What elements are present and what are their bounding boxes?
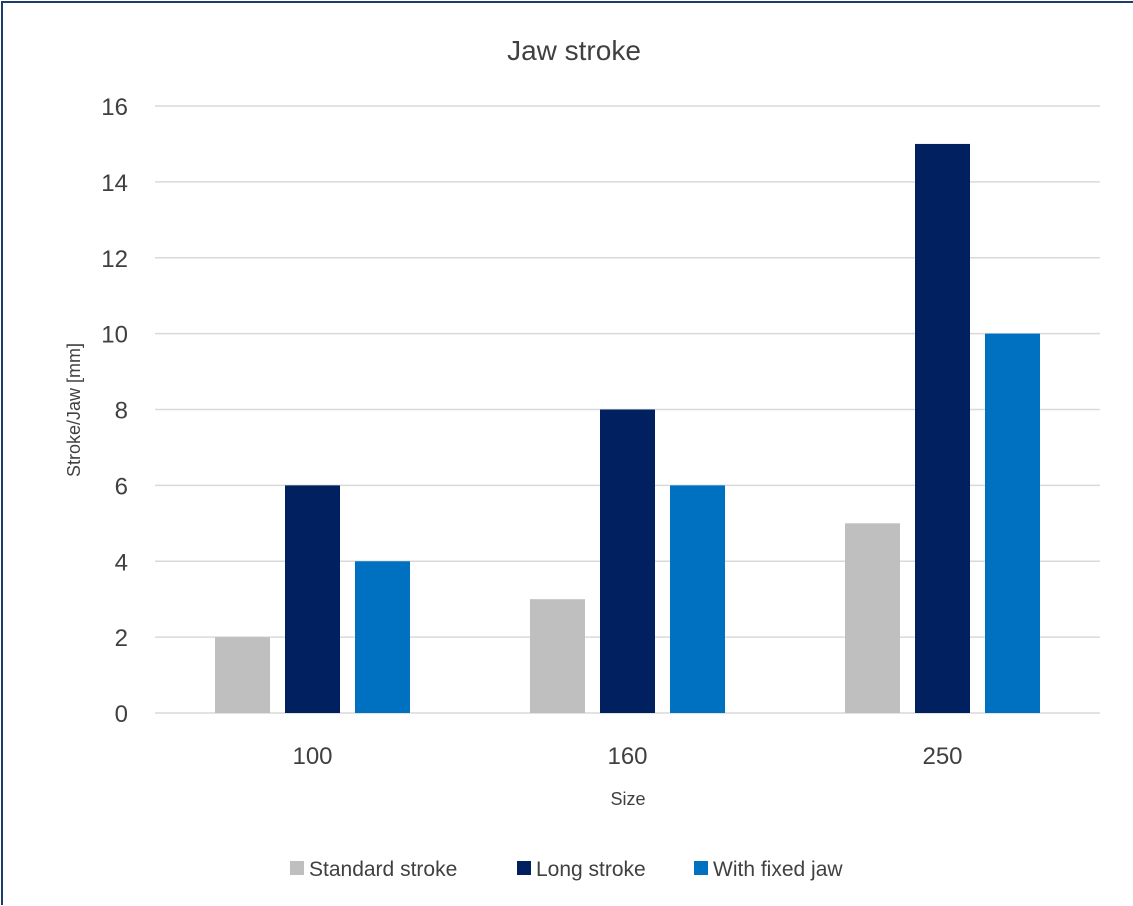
chart-title: Jaw stroke [507, 35, 641, 66]
y-tick-label: 8 [115, 398, 128, 425]
bar-with-fixed-jaw-100 [355, 561, 410, 713]
x-tick-label: 160 [607, 743, 647, 770]
bar-with-fixed-jaw-160 [670, 485, 725, 713]
y-tick-label: 2 [115, 625, 128, 652]
bar-with-fixed-jaw-250 [985, 333, 1040, 713]
legend-swatch [290, 861, 304, 875]
bar-long-stroke-100 [285, 485, 340, 713]
legend-label: Standard stroke [309, 858, 457, 881]
y-tick-label: 16 [101, 94, 128, 121]
bar-long-stroke-250 [915, 143, 970, 713]
bar-standard-stroke-250 [845, 523, 900, 713]
x-axis-title: Size [610, 789, 645, 809]
y-tick-label: 6 [115, 473, 128, 500]
bar-standard-stroke-100 [215, 637, 270, 713]
y-tick-label: 10 [101, 322, 128, 349]
legend-label: Long stroke [536, 858, 646, 881]
y-tick-label: 4 [115, 549, 128, 576]
bars [215, 143, 1040, 713]
y-tick-label: 12 [101, 246, 128, 273]
y-tick-label: 14 [101, 170, 128, 197]
legend: Standard stroke Long stroke With fixed jaw [290, 858, 843, 881]
x-axis-ticks: 100 160 250 [292, 743, 962, 770]
x-tick-label: 250 [922, 743, 962, 770]
bar-standard-stroke-160 [530, 599, 585, 713]
y-tick-label: 0 [115, 701, 128, 728]
legend-label: With fixed jaw [713, 858, 843, 881]
y-axis-ticks: 0 2 4 6 8 10 12 14 16 [101, 94, 128, 728]
x-tick-label: 100 [292, 743, 332, 770]
legend-swatch [694, 861, 708, 875]
y-axis-title: Stroke/Jaw [mm] [64, 343, 84, 477]
bar-long-stroke-160 [600, 409, 655, 713]
legend-swatch [517, 861, 531, 875]
